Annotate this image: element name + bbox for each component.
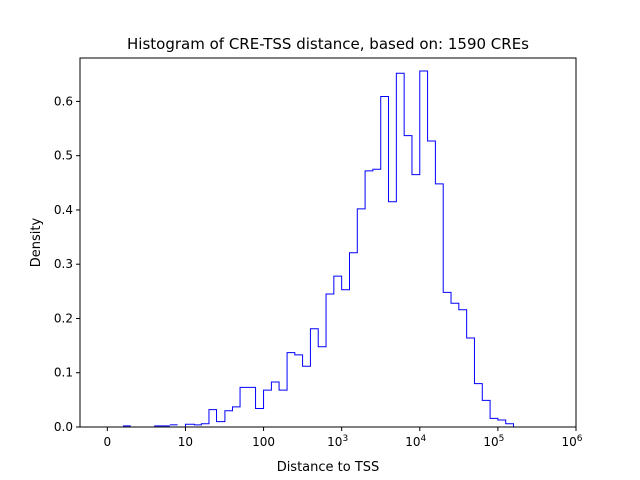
axes-frame [79,57,577,428]
y-tick-label: 0.2 [54,311,73,325]
y-axis-label: Density [29,217,44,267]
histogram-step-line [107,70,545,428]
x-tick-label: 105 [483,434,504,449]
x-tick-label: 103 [327,434,348,449]
x-tick-label: 104 [405,434,426,449]
y-tick-label: 0.5 [54,149,73,163]
y-tick-label: 0.1 [54,366,73,380]
chart-title: Histogram of CRE-TSS distance, based on:… [127,35,529,53]
x-axis-ticks: 0 10 100 103 104 105 106 [104,427,583,449]
x-tick-label: 106 [561,434,582,449]
x-tick-label: 0 [104,435,112,449]
y-tick-label: 0.3 [54,257,73,271]
x-axis-label: Distance to TSS [277,460,380,475]
near-zero-segments [122,424,178,427]
x-tick-label: 100 [252,435,275,449]
y-tick-label: 0.0 [54,420,73,434]
y-tick-label: 0.6 [54,94,73,108]
y-tick-label: 0.4 [54,203,73,217]
plot-area [107,70,545,428]
y-axis-ticks: 0.0 0.1 0.2 0.3 0.4 0.5 0.6 [54,94,80,434]
x-tick-label: 10 [178,435,193,449]
